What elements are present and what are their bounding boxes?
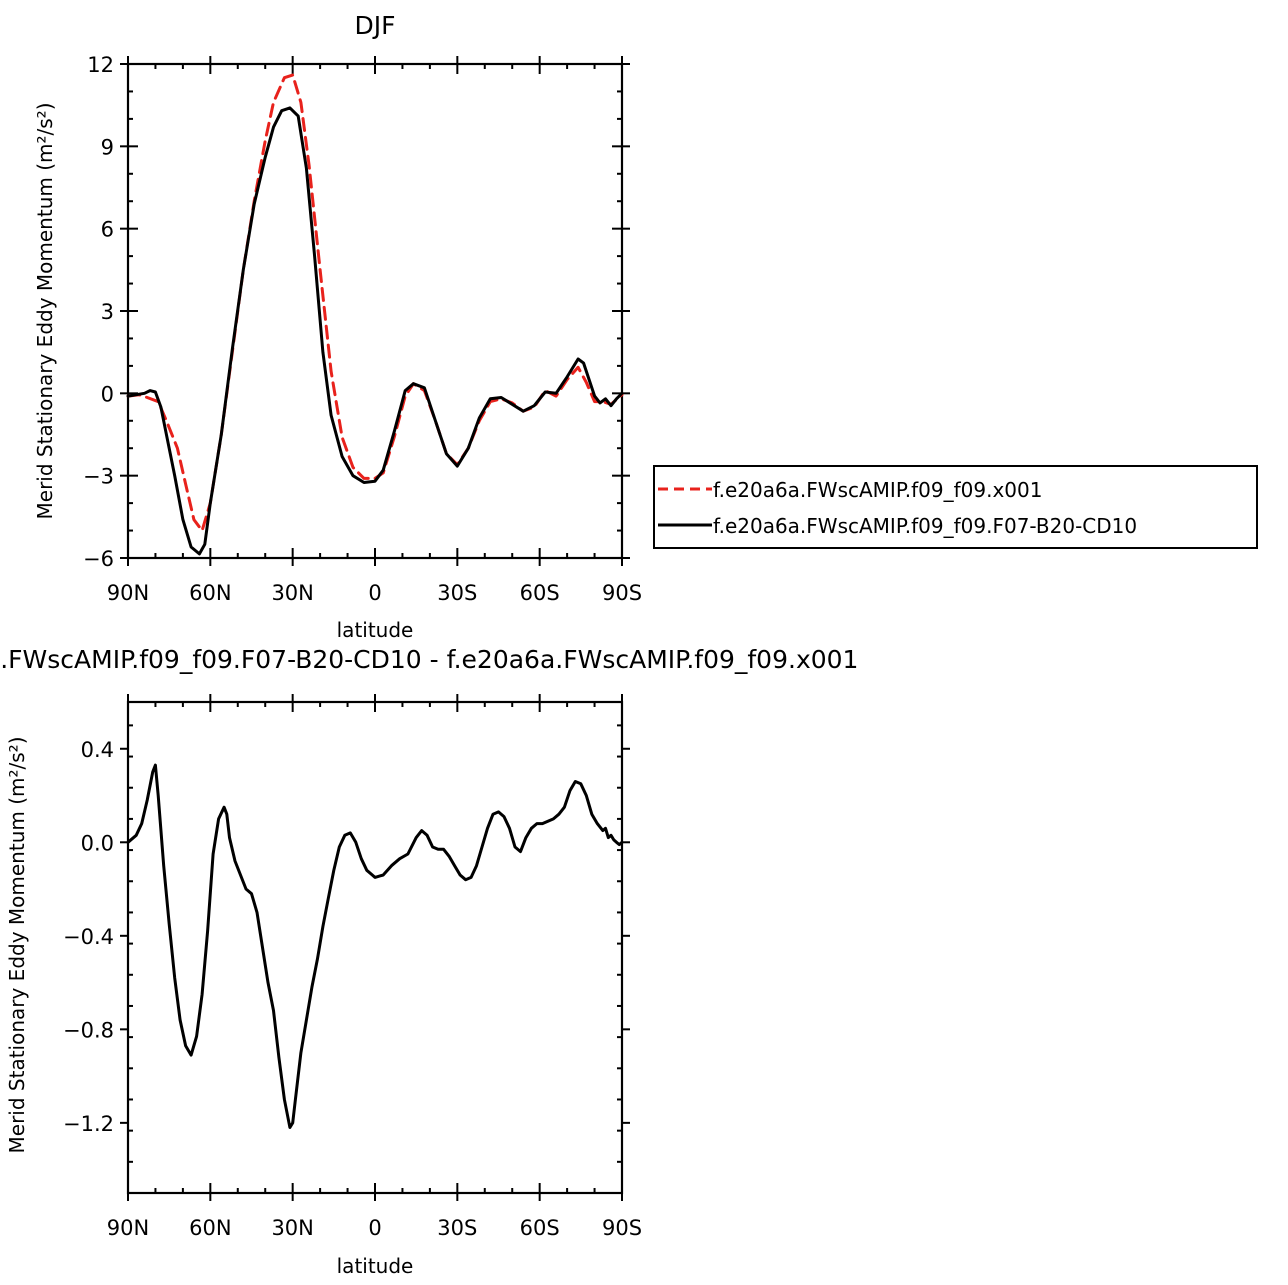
top-axis-ticks: [120, 56, 630, 566]
x-tick-label: 0: [368, 1216, 381, 1240]
x-tick-label: 30N: [271, 581, 313, 605]
y-tick-label: −6: [83, 547, 114, 571]
legend-label-series-1: f.e20a6a.FWscAMIP.f09_f09.x001: [713, 478, 1042, 502]
x-tick-label: 90S: [602, 581, 642, 605]
bottom-chart: f.e20a6a.FWscAMIP.f09_f09.F07-B20-CD10 -…: [0, 645, 858, 1278]
x-tick-label: 30S: [437, 581, 477, 605]
y-tick-label: −1.2: [63, 1112, 114, 1136]
top-y-tick-labels: −6 −3 0 3 6 9 12: [83, 53, 114, 571]
top-plot-frame: [126, 62, 624, 560]
x-tick-label: 90N: [107, 1216, 149, 1240]
x-tick-label: 60N: [189, 1216, 231, 1240]
series-line-1: [126, 763, 624, 1129]
bottom-axis-ticks: [120, 694, 630, 1201]
legend-box: [653, 465, 1258, 549]
y-tick-label: −0.4: [63, 925, 114, 949]
y-tick-label: 3: [101, 300, 114, 324]
top-y-axis-label: Merid Stationary Eddy Momentum (m²/s²): [33, 103, 57, 520]
legend: f.e20a6a.FWscAMIP.f09_f09.x001 f.e20a6a.…: [653, 465, 1258, 549]
bottom-x-axis-label: latitude: [337, 1254, 414, 1278]
legend-label-series-2: f.e20a6a.FWscAMIP.f09_f09.F07-B20-CD10: [713, 514, 1137, 538]
top-series-lines: [126, 73, 624, 556]
y-tick-label: 6: [101, 218, 114, 242]
x-tick-label: 0: [368, 581, 381, 605]
top-chart-title: DJF: [354, 11, 395, 40]
y-tick-label: 0: [101, 382, 114, 406]
top-x-axis-label: latitude: [337, 618, 414, 642]
x-tick-label: 60S: [520, 581, 560, 605]
top-chart: DJF −6 −3 0 3 6 9 12 90N 60N 30N 0 30S 60S 90S latit…: [33, 11, 1258, 642]
top-x-tick-labels: 90N 60N 30N 0 30S 60S 90S: [107, 581, 642, 605]
bottom-chart-title: f.e20a6a.FWscAMIP.f09_f09.F07-B20-CD10 -…: [0, 645, 858, 674]
x-tick-label: 30S: [437, 1216, 477, 1240]
y-tick-label: 12: [87, 53, 114, 77]
y-tick-label: −0.8: [63, 1018, 114, 1042]
x-tick-label: 30N: [271, 1216, 313, 1240]
bottom-y-axis-label: Merid Stationary Eddy Momentum (m²/s²): [5, 737, 29, 1154]
bottom-plot-frame: [126, 700, 624, 1195]
x-tick-label: 60N: [189, 581, 231, 605]
y-tick-label: 0.4: [81, 738, 114, 762]
series-line-2: [126, 106, 624, 556]
series-line-1: [126, 73, 624, 533]
x-tick-label: 90S: [602, 1216, 642, 1240]
y-tick-label: −3: [83, 465, 114, 489]
y-tick-label: 0.0: [81, 831, 114, 855]
x-tick-label: 90N: [107, 581, 149, 605]
bottom-y-tick-labels: −1.2 −0.8 −0.4 0.0 0.4: [63, 738, 114, 1136]
x-tick-label: 60S: [520, 1216, 560, 1240]
bottom-x-tick-labels: 90N 60N 30N 0 30S 60S 90S: [107, 1216, 642, 1240]
y-tick-label: 9: [101, 135, 114, 159]
bottom-series-lines: [126, 763, 624, 1129]
